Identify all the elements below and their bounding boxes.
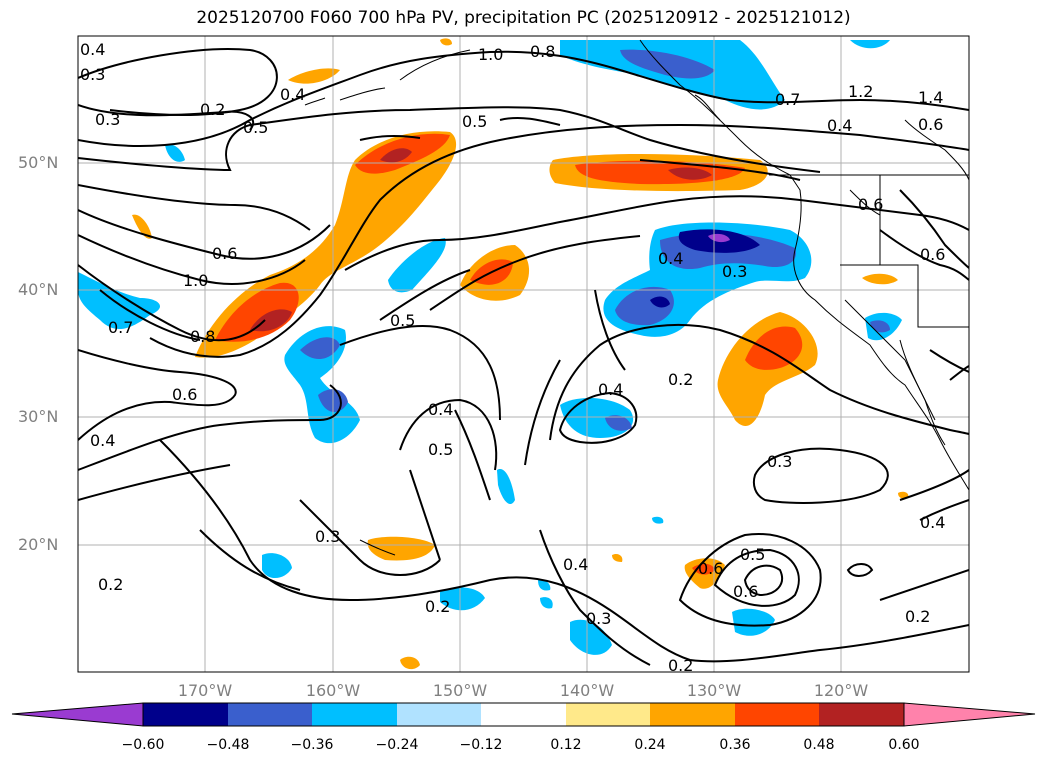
contour-label: 0.2 xyxy=(98,575,123,594)
lon-label-140w: 140°W xyxy=(559,681,615,700)
colorbar-tick: 0.48 xyxy=(803,737,835,753)
lon-label-150w: 150°W xyxy=(432,681,488,700)
contour-label: 0.4 xyxy=(280,85,305,104)
contour-label: 0.4 xyxy=(827,116,852,135)
contour-label: 0.4 xyxy=(563,555,588,574)
contour-label: 0.3 xyxy=(586,609,611,628)
contour-label: 0.5 xyxy=(462,112,487,131)
contour-label: 0.5 xyxy=(243,118,268,137)
colorbar-tick: 0.12 xyxy=(550,737,582,753)
contour-label: 0.2 xyxy=(425,597,450,616)
colorbar-tick: −0.36 xyxy=(290,737,334,753)
contour-label: 1.0 xyxy=(478,45,503,64)
precip-negative-regions xyxy=(78,40,902,655)
contour-label: 0.6 xyxy=(918,115,943,134)
colorbar-segment xyxy=(735,703,819,726)
colorbar-tick: 0.60 xyxy=(888,737,920,753)
lat-label-40n: 40°N xyxy=(18,280,59,299)
contour-label: 1.2 xyxy=(848,82,873,101)
colorbar-extend-low xyxy=(11,702,144,727)
colorbar-tick: −0.48 xyxy=(206,737,250,753)
colorbar-segment xyxy=(143,703,228,726)
contour-label: 1.4 xyxy=(918,88,943,107)
lon-label-170w: 170°W xyxy=(177,681,233,700)
contour-label: 0.5 xyxy=(740,545,765,564)
contour-label: 0.6 xyxy=(698,559,723,578)
colorbar-tick: −0.60 xyxy=(121,737,165,753)
map-area xyxy=(78,36,969,672)
colorbar-tick: −0.12 xyxy=(459,737,503,753)
contour-label: 0.6 xyxy=(920,245,945,264)
contour-label: 0.4 xyxy=(658,249,683,268)
contour-label: 0.3 xyxy=(80,65,105,84)
contour-label: 0.4 xyxy=(428,400,453,419)
lon-label-130w: 130°W xyxy=(686,681,742,700)
colorbar-segment xyxy=(397,703,481,726)
lon-label-120w: 120°W xyxy=(813,681,869,700)
colorbar xyxy=(11,702,1036,727)
pv-contours xyxy=(78,48,969,666)
contour-label: 0.7 xyxy=(775,90,800,109)
contour-label: 0.6 xyxy=(733,582,758,601)
contour-label: 0.3 xyxy=(767,452,792,471)
contour-label: 1.0 xyxy=(183,271,208,290)
colorbar-tick: 0.36 xyxy=(719,737,751,753)
lat-label-30n: 30°N xyxy=(18,407,59,426)
contour-label: 0.8 xyxy=(530,42,555,61)
colorbar-segment xyxy=(481,703,566,726)
contour-label: 0.6 xyxy=(212,244,237,263)
contour-label: 0.7 xyxy=(108,318,133,337)
contour-label: 0.4 xyxy=(90,431,115,450)
contour-label: 0.2 xyxy=(905,607,930,626)
contour-label: 0.4 xyxy=(920,513,945,532)
contour-label: 0.2 xyxy=(668,370,693,389)
colorbar-tick: −0.24 xyxy=(375,737,419,753)
contour-label: 0.8 xyxy=(190,327,215,346)
contour-label: 0.2 xyxy=(668,656,693,675)
contour-labels: 0.4 0.3 0.2 0.3 0.5 0.4 1.0 0.8 0.5 1.2 … xyxy=(80,40,945,675)
colorbar-tick: 0.24 xyxy=(634,737,666,753)
colorbar-segment xyxy=(819,703,904,726)
lat-label-20n: 20°N xyxy=(18,535,59,554)
contour-label: 0.5 xyxy=(428,440,453,459)
contour-label: 0.3 xyxy=(722,262,747,281)
lon-label-160w: 160°W xyxy=(305,681,361,700)
contour-label: 0.3 xyxy=(315,527,340,546)
contour-label: 0.5 xyxy=(390,311,415,330)
contour-label: 0.6 xyxy=(858,195,883,214)
colorbar-segment xyxy=(566,703,650,726)
contour-label: 0.4 xyxy=(80,40,105,59)
colorbar-segment xyxy=(650,703,735,726)
contour-label: 0.4 xyxy=(598,380,623,399)
contour-label: 0.3 xyxy=(95,110,120,129)
contour-label: 0.2 xyxy=(200,100,225,119)
map-frame xyxy=(77,35,970,673)
coastlines xyxy=(304,39,969,556)
colorbar-extend-high xyxy=(903,702,1036,727)
colorbar-segment xyxy=(228,703,312,726)
contour-label: 0.6 xyxy=(172,385,197,404)
map-title: 2025120700 F060 700 hPa PV, precipitatio… xyxy=(196,8,851,28)
colorbar-segment xyxy=(312,703,397,726)
lat-label-50n: 50°N xyxy=(18,153,59,172)
